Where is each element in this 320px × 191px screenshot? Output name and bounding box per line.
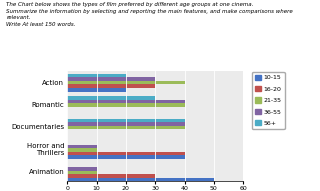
- Bar: [67, 145, 97, 148]
- Bar: [67, 152, 185, 155]
- Bar: [67, 96, 155, 100]
- Bar: [67, 126, 185, 129]
- Bar: [67, 174, 155, 178]
- Legend: 10-15, 16-20, 21-35, 36-55, 56+: 10-15, 16-20, 21-35, 36-55, 56+: [252, 72, 284, 129]
- Bar: [67, 88, 126, 91]
- Bar: [67, 167, 97, 171]
- Bar: [67, 148, 97, 152]
- Bar: [67, 119, 185, 122]
- Bar: [67, 178, 214, 181]
- Bar: [67, 122, 185, 126]
- Bar: [67, 100, 185, 103]
- Bar: [67, 74, 126, 77]
- Text: The Chart below shows the types of film preferred by different age groups at one: The Chart below shows the types of film …: [6, 2, 293, 27]
- Bar: [67, 171, 97, 174]
- Bar: [67, 155, 185, 159]
- Bar: [67, 84, 155, 88]
- Bar: [67, 81, 185, 84]
- Bar: [67, 103, 185, 107]
- Bar: [67, 77, 155, 81]
